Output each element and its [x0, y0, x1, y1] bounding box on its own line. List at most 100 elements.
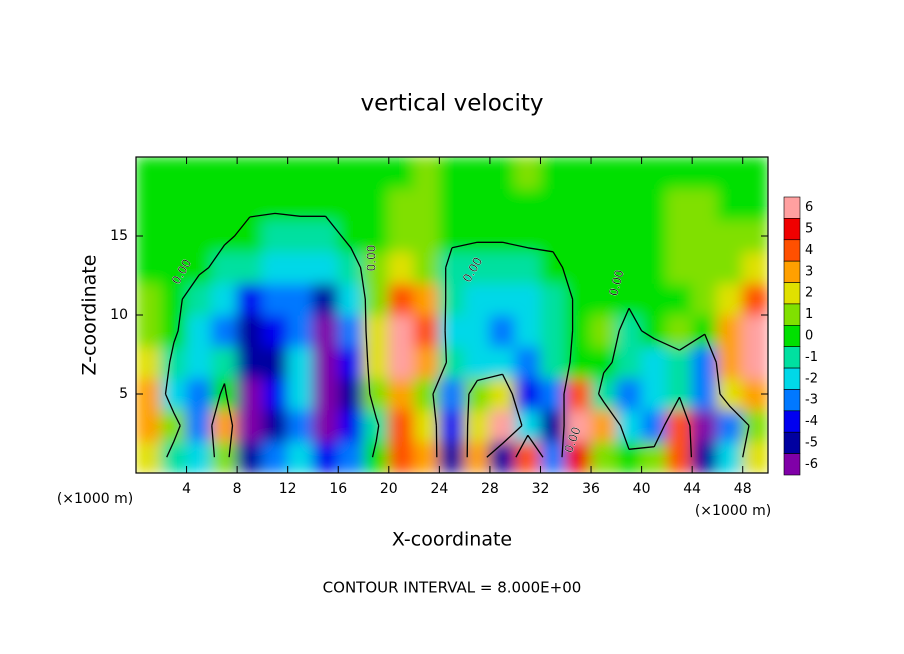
- field-cell: [413, 219, 440, 253]
- field-cell: [615, 377, 643, 411]
- field-cell: [388, 346, 415, 379]
- field-cell: [261, 314, 289, 348]
- field-cell: [211, 219, 238, 253]
- colorbar-box: [783, 453, 801, 476]
- field-cell: [666, 251, 693, 284]
- field-cell: [666, 314, 693, 348]
- field-cell: [261, 282, 289, 316]
- field-cell: [742, 157, 768, 190]
- x-tick-label: 28: [481, 481, 499, 497]
- colorbar-box: [783, 346, 801, 369]
- field-cell: [287, 157, 314, 190]
- colorbar-label: 6: [805, 200, 813, 215]
- field-cell: [261, 251, 289, 284]
- field-cell: [160, 346, 188, 379]
- field: [136, 157, 768, 473]
- field-cell: [160, 219, 188, 253]
- field-cell: [615, 346, 643, 379]
- field-cell: [742, 282, 768, 316]
- field-cell: [641, 377, 668, 411]
- field-cell: [641, 409, 668, 442]
- field-cell: [312, 346, 339, 379]
- field-cell: [337, 440, 365, 473]
- field-cell: [438, 440, 466, 473]
- field-cell: [236, 251, 263, 284]
- field-cell: [716, 440, 744, 473]
- field-cell: [388, 409, 415, 442]
- field-cell: [186, 377, 213, 411]
- field-cell: [236, 282, 263, 316]
- field-cell: [136, 346, 162, 379]
- field-cell: [565, 440, 592, 473]
- field-cell: [641, 251, 668, 284]
- field-cell: [615, 157, 643, 190]
- field-cell: [716, 188, 744, 221]
- field-cell: [388, 251, 415, 284]
- chart-title: vertical velocity: [361, 91, 544, 117]
- field-cell: [363, 157, 390, 190]
- field-cell: [287, 409, 314, 442]
- field-cell: [742, 440, 768, 473]
- field-cell: [489, 188, 516, 221]
- y-axis-label: Z-coordinate: [79, 255, 101, 376]
- field-cell: [211, 409, 238, 442]
- field-cell: [236, 314, 263, 348]
- field-cell: [413, 157, 440, 190]
- field-cell: [236, 377, 263, 411]
- field-cell: [136, 157, 162, 190]
- field-cell: [438, 157, 466, 190]
- x-tick-label: 16: [329, 481, 347, 497]
- field-cell: [160, 251, 188, 284]
- colorbar-label: -5: [805, 435, 818, 450]
- field-cell: [438, 219, 466, 253]
- x-tick-label: 32: [532, 481, 550, 497]
- colorbar-label: -4: [805, 414, 818, 429]
- field-cell: [615, 282, 643, 316]
- field-cell: [261, 157, 289, 190]
- y-tick-label: 10: [110, 307, 128, 323]
- field-cell: [742, 188, 768, 221]
- x-tick-label: 24: [430, 481, 448, 497]
- field-cell: [388, 377, 415, 411]
- field-cell: [590, 251, 617, 284]
- x-tick-label: 8: [233, 481, 242, 497]
- cells: [136, 157, 768, 473]
- field-cell: [388, 219, 415, 253]
- field-cell: [464, 282, 491, 316]
- field-cell: [312, 251, 339, 284]
- field-cell: [388, 188, 415, 221]
- colorbar-box: [783, 431, 801, 454]
- field-cell: [539, 409, 567, 442]
- field-cell: [514, 314, 541, 348]
- field-cell: [261, 219, 289, 253]
- field-cell: [716, 377, 744, 411]
- field-cell: [742, 346, 768, 379]
- field-cell: [337, 346, 365, 379]
- field-cell: [691, 219, 718, 253]
- field-cell: [691, 157, 718, 190]
- colorbar-label: -3: [805, 393, 818, 408]
- field-cell: [438, 346, 466, 379]
- y-units: (×1000 m): [57, 491, 133, 507]
- field-cell: [539, 282, 567, 316]
- field-cell: [666, 188, 693, 221]
- field-cell: [413, 440, 440, 473]
- field-cell: [590, 188, 617, 221]
- field-cell: [539, 377, 567, 411]
- field-cell: [691, 188, 718, 221]
- field-cell: [186, 440, 213, 473]
- field-cell: [363, 377, 390, 411]
- field-cell: [438, 314, 466, 348]
- field-cell: [287, 377, 314, 411]
- field-cell: [413, 377, 440, 411]
- field-cell: [716, 219, 744, 253]
- field-cell: [615, 314, 643, 348]
- field-cell: [641, 282, 668, 316]
- field-cell: [312, 157, 339, 190]
- field-cell: [716, 251, 744, 284]
- colorbar-box: [783, 389, 801, 412]
- field-cell: [211, 157, 238, 190]
- field-cell: [312, 409, 339, 442]
- field-cell: [337, 157, 365, 190]
